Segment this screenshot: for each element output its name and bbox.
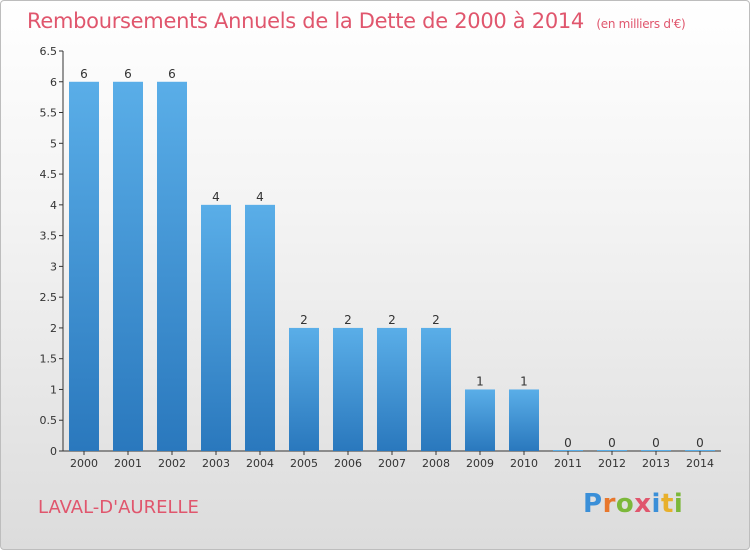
x-tick-label: 2013: [642, 457, 670, 470]
y-tick-label: 0.5: [40, 414, 58, 427]
x-tick-label: 2006: [334, 457, 362, 470]
data-label: 0: [652, 436, 660, 450]
data-label: 6: [80, 67, 88, 81]
data-label: 2: [344, 313, 352, 327]
y-tick-label: 4.5: [40, 168, 58, 181]
y-tick-label: 5: [50, 137, 57, 150]
y-tick-label: 3: [50, 260, 57, 273]
bar: [245, 204, 275, 451]
chart-title: Remboursements Annuels de la Dette de 20…: [27, 9, 686, 33]
x-tick-label: 2004: [246, 457, 274, 470]
x-tick-label: 2002: [158, 457, 186, 470]
bar: [113, 81, 143, 452]
x-tick-label: 2000: [70, 457, 98, 470]
x-tick-label: 2007: [378, 457, 406, 470]
bar: [333, 327, 363, 451]
title-unit: (en milliers d'€): [596, 17, 686, 31]
data-label: 1: [476, 374, 484, 388]
data-label: 0: [564, 436, 572, 450]
data-label: 1: [520, 374, 528, 388]
y-tick-label: 1.5: [40, 353, 58, 366]
data-label: 6: [124, 67, 132, 81]
bar: [421, 327, 451, 451]
data-label: 2: [300, 313, 308, 327]
y-tick-label: 0: [50, 445, 57, 458]
data-label: 0: [608, 436, 616, 450]
bar: [509, 389, 539, 451]
title-text: Remboursements Annuels de la Dette de 20…: [27, 9, 584, 33]
bar: [465, 389, 495, 451]
proxiti-logo: Proxiti: [583, 489, 684, 519]
bar: [69, 81, 99, 452]
y-tick-label: 4: [50, 199, 57, 212]
y-tick-label: 2.5: [40, 291, 58, 304]
data-label: 4: [212, 190, 220, 204]
x-tick-label: 2011: [554, 457, 582, 470]
x-tick-label: 2005: [290, 457, 318, 470]
x-tick-label: 2008: [422, 457, 450, 470]
y-tick-label: 2: [50, 322, 57, 335]
bar: [157, 81, 187, 452]
bar: [377, 327, 407, 451]
y-tick-label: 3.5: [40, 230, 58, 243]
x-tick-label: 2010: [510, 457, 538, 470]
data-label: 4: [256, 190, 264, 204]
data-label: 0: [696, 436, 704, 450]
data-label: 2: [388, 313, 396, 327]
data-label: 2: [432, 313, 440, 327]
y-tick-label: 6.5: [40, 45, 58, 58]
x-tick-label: 2009: [466, 457, 494, 470]
x-tick-label: 2001: [114, 457, 142, 470]
commune-name: LAVAL-D'AURELLE: [38, 497, 199, 518]
bar: [201, 204, 231, 451]
x-tick-label: 2014: [686, 457, 714, 470]
x-tick-label: 2012: [598, 457, 626, 470]
data-label: 6: [168, 67, 176, 81]
bar: [289, 327, 319, 451]
y-tick-label: 6: [50, 76, 57, 89]
x-tick-label: 2003: [202, 457, 230, 470]
y-tick-label: 5.5: [40, 107, 58, 120]
y-tick-label: 1: [50, 383, 57, 396]
